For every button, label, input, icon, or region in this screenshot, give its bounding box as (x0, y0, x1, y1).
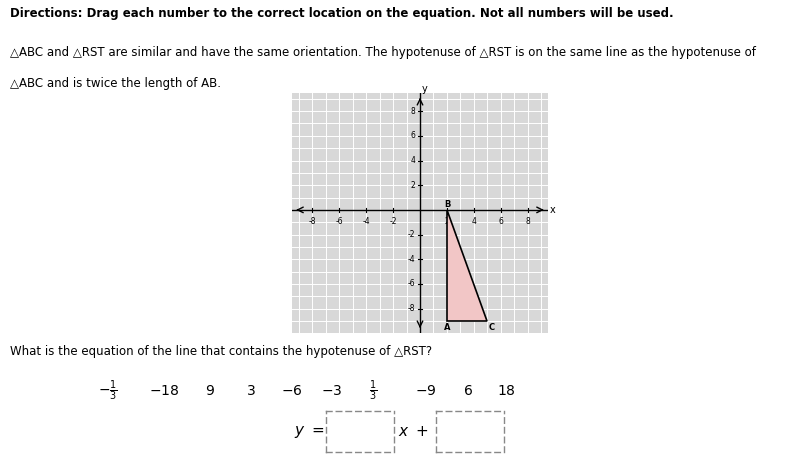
Text: -6: -6 (335, 217, 343, 225)
Text: B: B (444, 200, 450, 209)
Text: -6: -6 (408, 280, 415, 288)
Text: 8: 8 (526, 217, 530, 225)
Text: $18$: $18$ (497, 384, 516, 398)
Text: $x\ +$: $x\ +$ (398, 424, 428, 439)
Text: A: A (444, 323, 450, 332)
Text: 4: 4 (410, 156, 415, 165)
Text: 6: 6 (410, 131, 415, 140)
Text: -8: -8 (408, 304, 415, 313)
Text: 2: 2 (445, 217, 450, 225)
Text: -2: -2 (390, 217, 397, 225)
Text: $9$: $9$ (205, 384, 214, 398)
Text: $6$: $6$ (463, 384, 473, 398)
Text: $\frac{1}{3}$: $\frac{1}{3}$ (369, 379, 377, 403)
Text: x: x (550, 205, 555, 215)
Text: -8: -8 (309, 217, 316, 225)
Text: $-9$: $-9$ (415, 384, 436, 398)
Text: △ABC and is twice the length of AB.: △ABC and is twice the length of AB. (10, 77, 222, 90)
Text: $-\frac{1}{3}$: $-\frac{1}{3}$ (98, 379, 118, 403)
Text: $3$: $3$ (246, 384, 255, 398)
Text: $-18$: $-18$ (149, 384, 179, 398)
Text: C: C (488, 323, 494, 332)
Text: -2: -2 (408, 230, 415, 239)
Text: 2: 2 (410, 181, 415, 190)
Text: △ABC and △RST are similar and have the same orientation. The hypotenuse of △RST : △ABC and △RST are similar and have the s… (10, 46, 756, 59)
Text: 8: 8 (410, 106, 415, 116)
Text: $y\ =$: $y\ =$ (294, 424, 324, 439)
Polygon shape (447, 210, 487, 321)
Text: $-6$: $-6$ (282, 384, 302, 398)
Text: 6: 6 (498, 217, 503, 225)
Text: What is the equation of the line that contains the hypotenuse of △RST?: What is the equation of the line that co… (10, 345, 433, 358)
Text: -4: -4 (362, 217, 370, 225)
Text: -4: -4 (408, 255, 415, 264)
Text: Directions: Drag each number to the correct location on the equation. Not all nu: Directions: Drag each number to the corr… (10, 7, 674, 20)
Text: y: y (422, 84, 428, 94)
Text: $-3$: $-3$ (322, 384, 342, 398)
Text: 4: 4 (471, 217, 476, 225)
